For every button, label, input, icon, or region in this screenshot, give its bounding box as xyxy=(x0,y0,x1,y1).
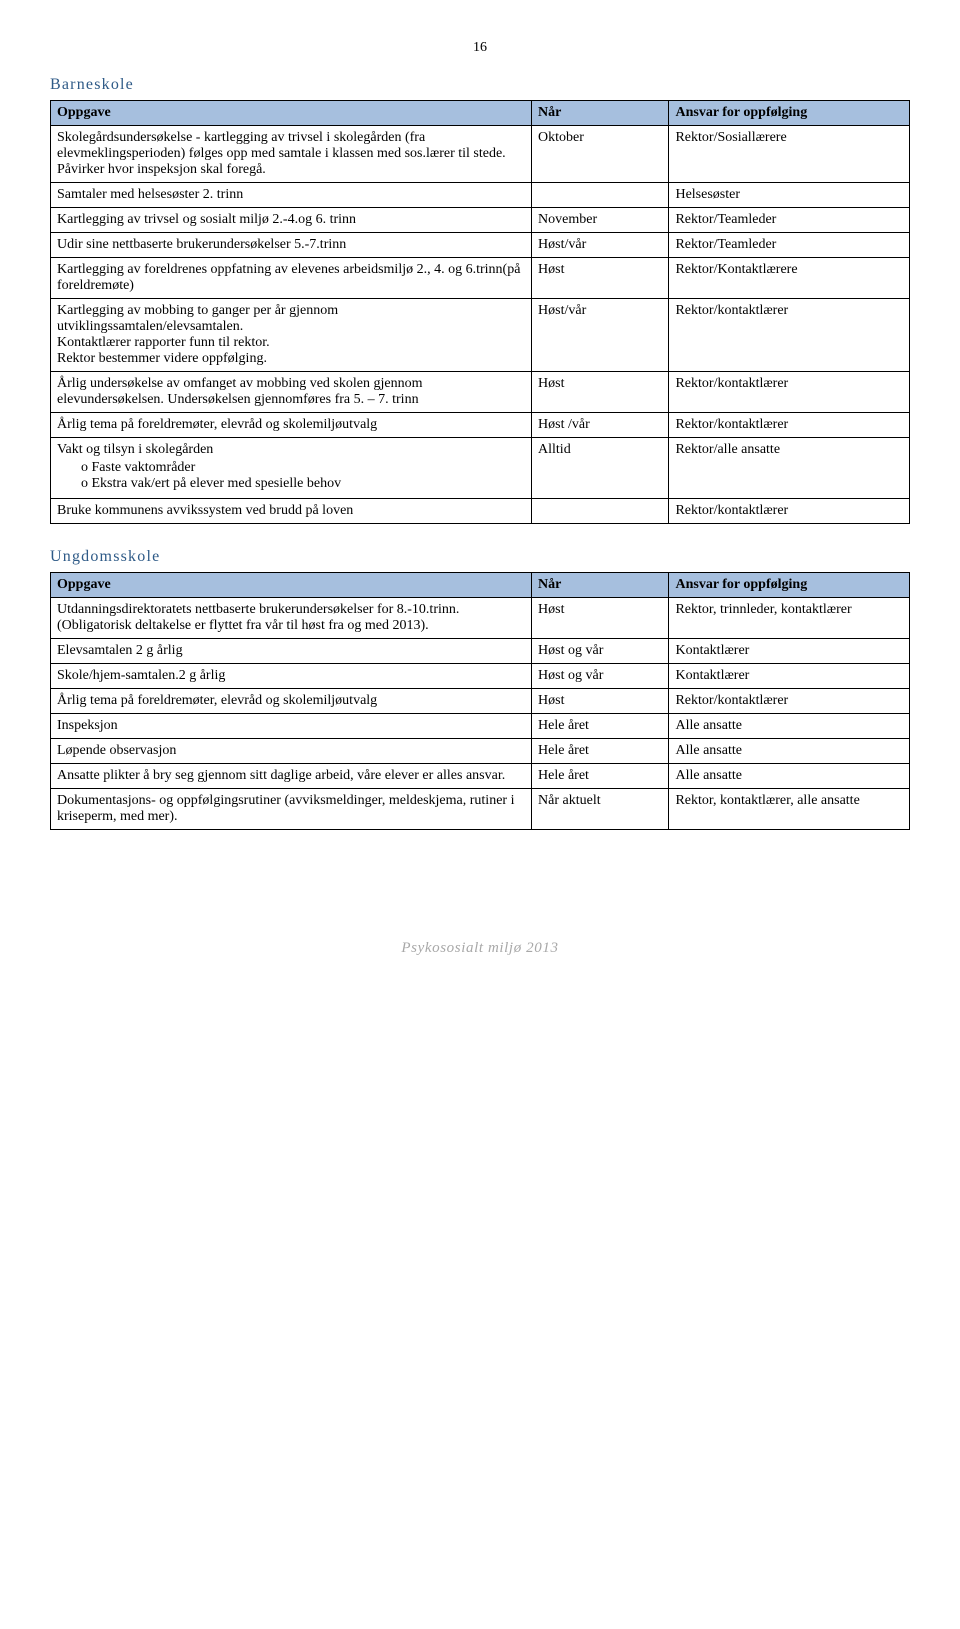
cell: Årlig tema på foreldremøter, elevråd og … xyxy=(51,413,532,438)
cell: Rektor, kontaktlærer, alle ansatte xyxy=(669,789,910,830)
th-ansvar: Ansvar for oppfølging xyxy=(669,573,910,598)
sublist: Faste vaktområder Ekstra vak/ert på elev… xyxy=(57,460,525,492)
cell: Årlig undersøkelse av omfanget av mobbin… xyxy=(51,372,532,413)
cell: Høst /vår xyxy=(532,413,669,438)
cell: Høst og vår xyxy=(532,639,669,664)
cell: Høst og vår xyxy=(532,664,669,689)
table-header-row: Oppgave Når Ansvar for oppfølging xyxy=(51,573,910,598)
cell: Kartlegging av foreldrenes oppfatning av… xyxy=(51,258,532,299)
cell: Alle ansatte xyxy=(669,714,910,739)
cell: Bruke kommunens avvikssystem ved brudd p… xyxy=(51,499,532,524)
cell: Rektor/Sosiallærere xyxy=(669,126,910,183)
table-row: Udir sine nettbaserte brukerundersøkelse… xyxy=(51,233,910,258)
table-row: Kartlegging av trivsel og sosialt miljø … xyxy=(51,208,910,233)
th-nar: Når xyxy=(532,101,669,126)
cell: Inspeksjon xyxy=(51,714,532,739)
cell: Helsesøster xyxy=(669,183,910,208)
cell: Ansatte plikter å bry seg gjennom sitt d… xyxy=(51,764,532,789)
table-row: Skolegårdsundersøkelse - kartlegging av … xyxy=(51,126,910,183)
cell: Løpende observasjon xyxy=(51,739,532,764)
cell: Rektor/kontaktlærer xyxy=(669,413,910,438)
table-row: Bruke kommunens avvikssystem ved brudd p… xyxy=(51,499,910,524)
cell: Udir sine nettbaserte brukerundersøkelse… xyxy=(51,233,532,258)
table-row: Årlig undersøkelse av omfanget av mobbin… xyxy=(51,372,910,413)
cell: Høst xyxy=(532,598,669,639)
table-row: Løpende observasjon Hele året Alle ansat… xyxy=(51,739,910,764)
table-row: Skole/hjem-samtalen.2 g årlig Høst og vå… xyxy=(51,664,910,689)
table-row: Årlig tema på foreldremøter, elevråd og … xyxy=(51,689,910,714)
table-row: Årlig tema på foreldremøter, elevråd og … xyxy=(51,413,910,438)
cell: Høst xyxy=(532,258,669,299)
page-number: 16 xyxy=(50,40,910,56)
cell: Vakt og tilsyn i skolegården Faste vakto… xyxy=(51,438,532,499)
cell: Rektor/Teamleder xyxy=(669,208,910,233)
table-row: Kartlegging av mobbing to ganger per år … xyxy=(51,299,910,372)
table-row: Vakt og tilsyn i skolegården Faste vakto… xyxy=(51,438,910,499)
cell: Rektor/Teamleder xyxy=(669,233,910,258)
cell: Rektor/alle ansatte xyxy=(669,438,910,499)
th-ansvar: Ansvar for oppfølging xyxy=(669,101,910,126)
cell: Oktober xyxy=(532,126,669,183)
table-header-row: Oppgave Når Ansvar for oppfølging xyxy=(51,101,910,126)
cell: Alle ansatte xyxy=(669,764,910,789)
th-nar: Når xyxy=(532,573,669,598)
cell: Høst/vår xyxy=(532,299,669,372)
cell: Alle ansatte xyxy=(669,739,910,764)
table-row: Dokumentasjons- og oppfølgingsrutiner (a… xyxy=(51,789,910,830)
cell: Rektor, trinnleder, kontaktlærer xyxy=(669,598,910,639)
cell: Kartlegging av mobbing to ganger per år … xyxy=(51,299,532,372)
cell: Dokumentasjons- og oppfølgingsrutiner (a… xyxy=(51,789,532,830)
table-row: Kartlegging av foreldrenes oppfatning av… xyxy=(51,258,910,299)
section-title-ungdomsskole: Ungdomsskole xyxy=(50,548,910,566)
cell: Årlig tema på foreldremøter, elevråd og … xyxy=(51,689,532,714)
cell: Hele året xyxy=(532,764,669,789)
cell-main: Vakt og tilsyn i skolegården xyxy=(57,442,213,457)
cell: Hele året xyxy=(532,739,669,764)
cell: Samtaler med helsesøster 2. trinn xyxy=(51,183,532,208)
th-oppgave: Oppgave xyxy=(51,573,532,598)
table-row: Samtaler med helsesøster 2. trinn Helses… xyxy=(51,183,910,208)
table-barneskole: Oppgave Når Ansvar for oppfølging Skoleg… xyxy=(50,100,910,524)
cell: Høst xyxy=(532,372,669,413)
cell: Skole/hjem-samtalen.2 g årlig xyxy=(51,664,532,689)
table-row: Inspeksjon Hele året Alle ansatte xyxy=(51,714,910,739)
cell: Elevsamtalen 2 g årlig xyxy=(51,639,532,664)
cell: Høst xyxy=(532,689,669,714)
table-row: Ansatte plikter å bry seg gjennom sitt d… xyxy=(51,764,910,789)
cell: Rektor/kontaktlærer xyxy=(669,299,910,372)
cell: Kartlegging av trivsel og sosialt miljø … xyxy=(51,208,532,233)
cell: November xyxy=(532,208,669,233)
cell: Hele året xyxy=(532,714,669,739)
cell: Når aktuelt xyxy=(532,789,669,830)
table-ungdomsskole: Oppgave Når Ansvar for oppfølging Utdann… xyxy=(50,572,910,830)
table-row: Utdanningsdirektoratets nettbaserte bruk… xyxy=(51,598,910,639)
cell: Rektor/kontaktlærer xyxy=(669,689,910,714)
page-footer: Psykososialt miljø 2013 xyxy=(50,940,910,957)
cell: Rektor/kontaktlærer xyxy=(669,499,910,524)
sublist-item: Ekstra vak/ert på elever med spesielle b… xyxy=(81,476,525,492)
cell: Kontaktlærer xyxy=(669,639,910,664)
cell: Rektor/Kontaktlærere xyxy=(669,258,910,299)
table-row: Elevsamtalen 2 g årlig Høst og vår Konta… xyxy=(51,639,910,664)
sublist-item: Faste vaktområder xyxy=(81,460,525,476)
cell xyxy=(532,183,669,208)
cell: Rektor/kontaktlærer xyxy=(669,372,910,413)
cell: Høst/vår xyxy=(532,233,669,258)
section-title-barneskole: Barneskole xyxy=(50,76,910,94)
cell: Skolegårdsundersøkelse - kartlegging av … xyxy=(51,126,532,183)
cell xyxy=(532,499,669,524)
cell: Alltid xyxy=(532,438,669,499)
th-oppgave: Oppgave xyxy=(51,101,532,126)
cell: Kontaktlærer xyxy=(669,664,910,689)
cell: Utdanningsdirektoratets nettbaserte bruk… xyxy=(51,598,532,639)
